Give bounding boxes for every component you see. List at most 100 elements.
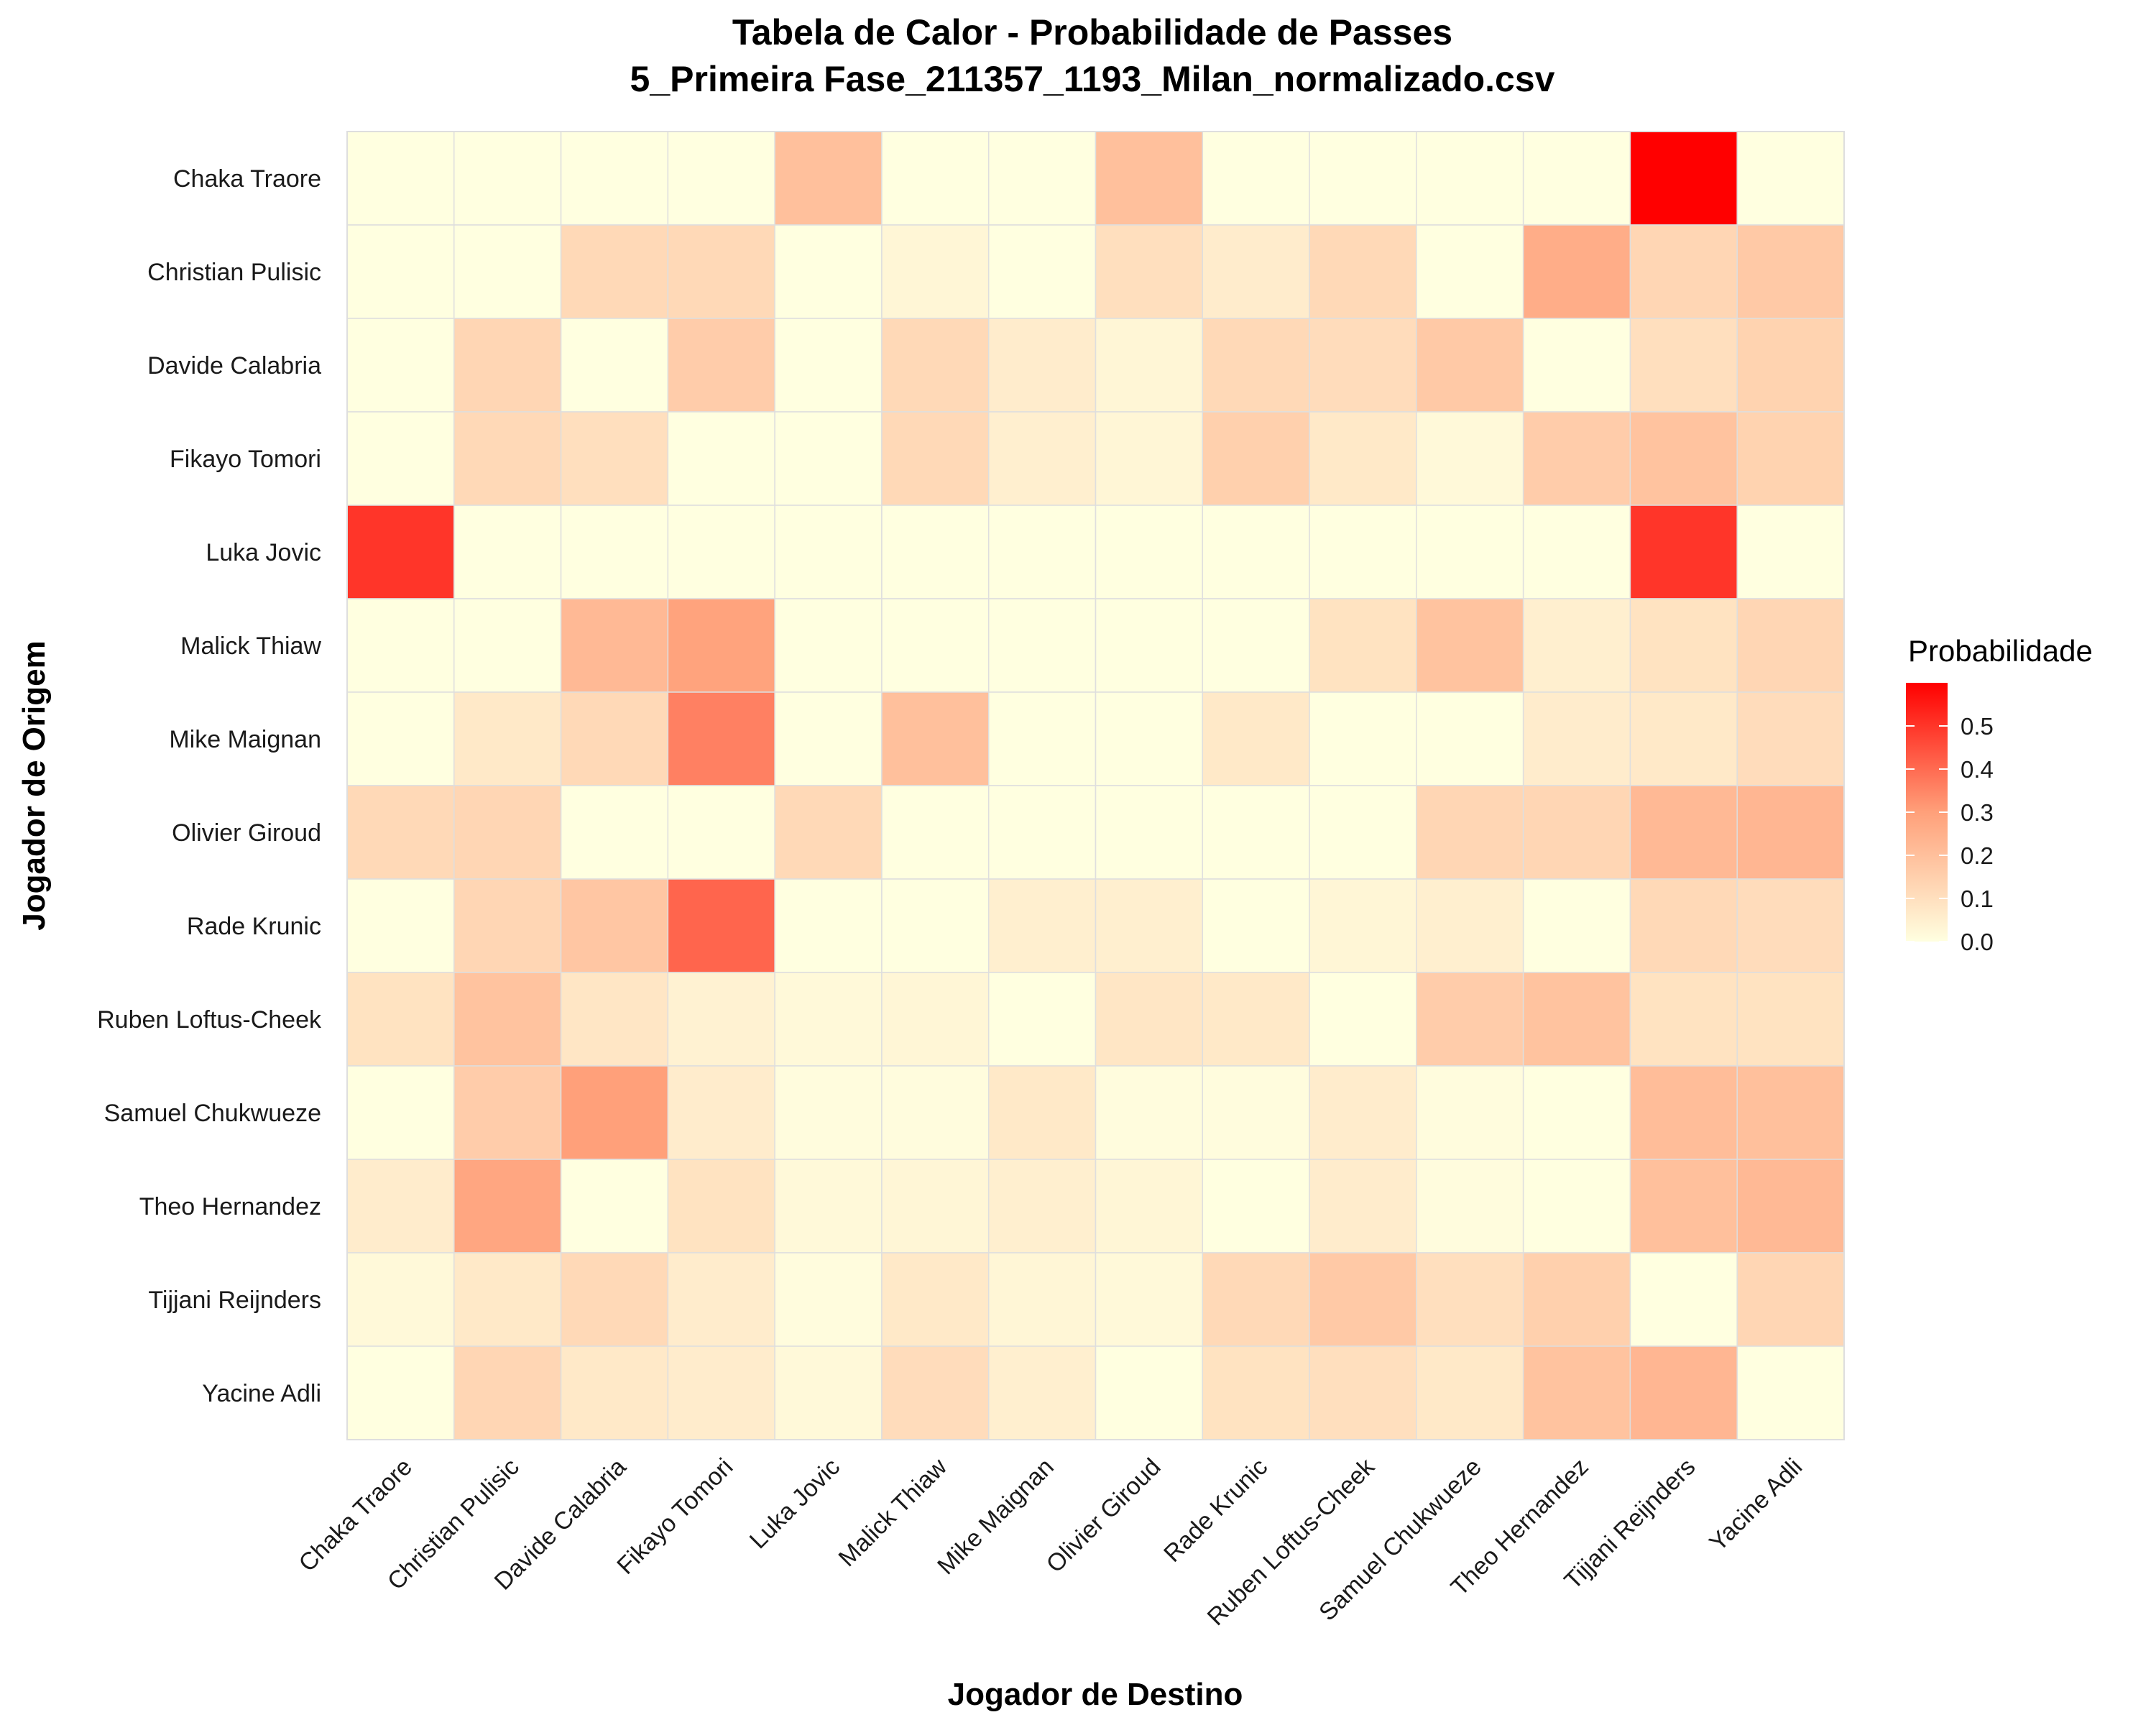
heatmap-cell [1416, 785, 1524, 880]
heatmap-cell [881, 224, 990, 319]
heatmap-cell [1309, 505, 1417, 599]
legend-tick-label: 0.5 [1961, 713, 1994, 740]
heatmap-cell [1629, 785, 1738, 880]
heatmap-cell [881, 1346, 990, 1440]
heatmap-cell [881, 878, 990, 973]
heatmap-cell [560, 878, 669, 973]
heatmap-cell [453, 411, 562, 506]
y-tick-label: Chaka Traore [173, 165, 321, 193]
legend-ticks: 0.0 0.1 0.2 0.3 0.4 0.5 [1906, 713, 1994, 955]
heatmap-cell [560, 131, 669, 226]
heatmap-cell [346, 1065, 455, 1160]
heatmap-cell [667, 131, 775, 226]
heatmap-cell [1629, 972, 1738, 1067]
heatmap-cell [667, 1252, 775, 1347]
heatmap-cell [453, 131, 562, 226]
heatmap-cell [987, 598, 1097, 693]
heatmap-cell [987, 972, 1097, 1067]
heatmap-cell [1629, 224, 1738, 319]
legend-title: Probabilidade [1908, 634, 2093, 668]
heatmap-cell [987, 1159, 1097, 1254]
heatmap-cell [1309, 318, 1417, 413]
heatmap-cell [1736, 318, 1845, 413]
heatmap-cell [1095, 1159, 1204, 1254]
heatmap-cell [1522, 131, 1631, 226]
heatmap-cell [1736, 691, 1845, 786]
y-tick-label: Davide Calabria [147, 352, 321, 380]
y-axis-title: Jogador de Origem [17, 640, 52, 930]
heatmap-cell [1202, 1346, 1310, 1440]
heatmap-cell [774, 1346, 883, 1440]
heatmap-cell [560, 972, 669, 1067]
heatmap-cell [1309, 411, 1417, 506]
heatmap-cell [881, 972, 990, 1067]
heatmap-cell [1416, 972, 1524, 1067]
legend-tick-label: 0.4 [1961, 756, 1994, 783]
color-legend: Probabilidade 0.0 0.1 0.2 0.3 0.4 0.5 [1906, 634, 2093, 955]
heatmap-cell [667, 318, 775, 413]
heatmap-cell [987, 318, 1097, 413]
heatmap-cell [1522, 411, 1631, 506]
heatmap-cell [1202, 972, 1310, 1067]
heatmap-cell [453, 972, 562, 1067]
heatmap-cell [1416, 1346, 1524, 1440]
heatmap-cell [453, 1159, 562, 1254]
heatmap-cell [1309, 131, 1417, 226]
heatmap-cell [1202, 318, 1310, 413]
heatmap-cell [987, 224, 1097, 319]
heatmap-cell [667, 972, 775, 1067]
heatmap-cell [1416, 318, 1524, 413]
y-axis-ticks: Chaka Traore Christian Pulisic Davide Cala… [97, 165, 322, 1407]
heatmap-cell [1095, 972, 1204, 1067]
heatmap-cell [881, 1252, 990, 1347]
heatmap-cell [1202, 505, 1310, 599]
heatmap-cell [881, 411, 990, 506]
heatmap-cell [1736, 598, 1845, 693]
heatmap-cell [1629, 411, 1738, 506]
heatmap-cell [453, 691, 562, 786]
heatmap-cell [667, 785, 775, 880]
heatmap-cell [453, 785, 562, 880]
heatmap-cell [774, 1252, 883, 1347]
heatmap-cell [1522, 224, 1631, 319]
heatmap-cell [1629, 598, 1738, 693]
heatmap-cell [1736, 1159, 1845, 1254]
heatmap-cell [1736, 1065, 1845, 1160]
heatmap-cell [1629, 1252, 1738, 1347]
heatmap-cell [987, 1346, 1097, 1440]
heatmap-cell [453, 318, 562, 413]
heatmap-cell [1416, 224, 1524, 319]
heatmap-cell [1202, 224, 1310, 319]
heatmap-cell [1095, 318, 1204, 413]
heatmap-cell [560, 1252, 669, 1347]
heatmap-cell [346, 878, 455, 973]
heatmap-cell [1095, 598, 1204, 693]
heatmap-cell [774, 878, 883, 973]
heatmap-cell [1309, 785, 1417, 880]
legend-tick-label: 0.1 [1961, 886, 1994, 912]
heatmap-cell [453, 1065, 562, 1160]
y-tick-label: Yacine Adli [202, 1380, 321, 1407]
heatmap-cell [1202, 691, 1310, 786]
heatmap-cell [346, 972, 455, 1067]
heatmap-cell [667, 224, 775, 319]
heatmap-cell [1629, 1346, 1738, 1440]
heatmap-cell [453, 505, 562, 599]
heatmap-cell [346, 224, 455, 319]
legend-tick-label: 0.3 [1961, 799, 1994, 826]
heatmap-cell [1629, 505, 1738, 599]
heatmap-cell [987, 1065, 1097, 1160]
heatmap-cell [1309, 972, 1417, 1067]
heatmap-cell [453, 598, 562, 693]
heatmap-cell [1522, 505, 1631, 599]
y-tick-label: Luka Jovic [206, 539, 321, 566]
heatmap-cell [1416, 878, 1524, 973]
heatmap-cell [1736, 785, 1845, 880]
heatmap-cell [774, 505, 883, 599]
heatmap-cell [1416, 505, 1524, 599]
x-axis-title: Jogador de Destino [948, 1677, 1243, 1712]
heatmap-cell [667, 598, 775, 693]
heatmap-cell [453, 1252, 562, 1347]
